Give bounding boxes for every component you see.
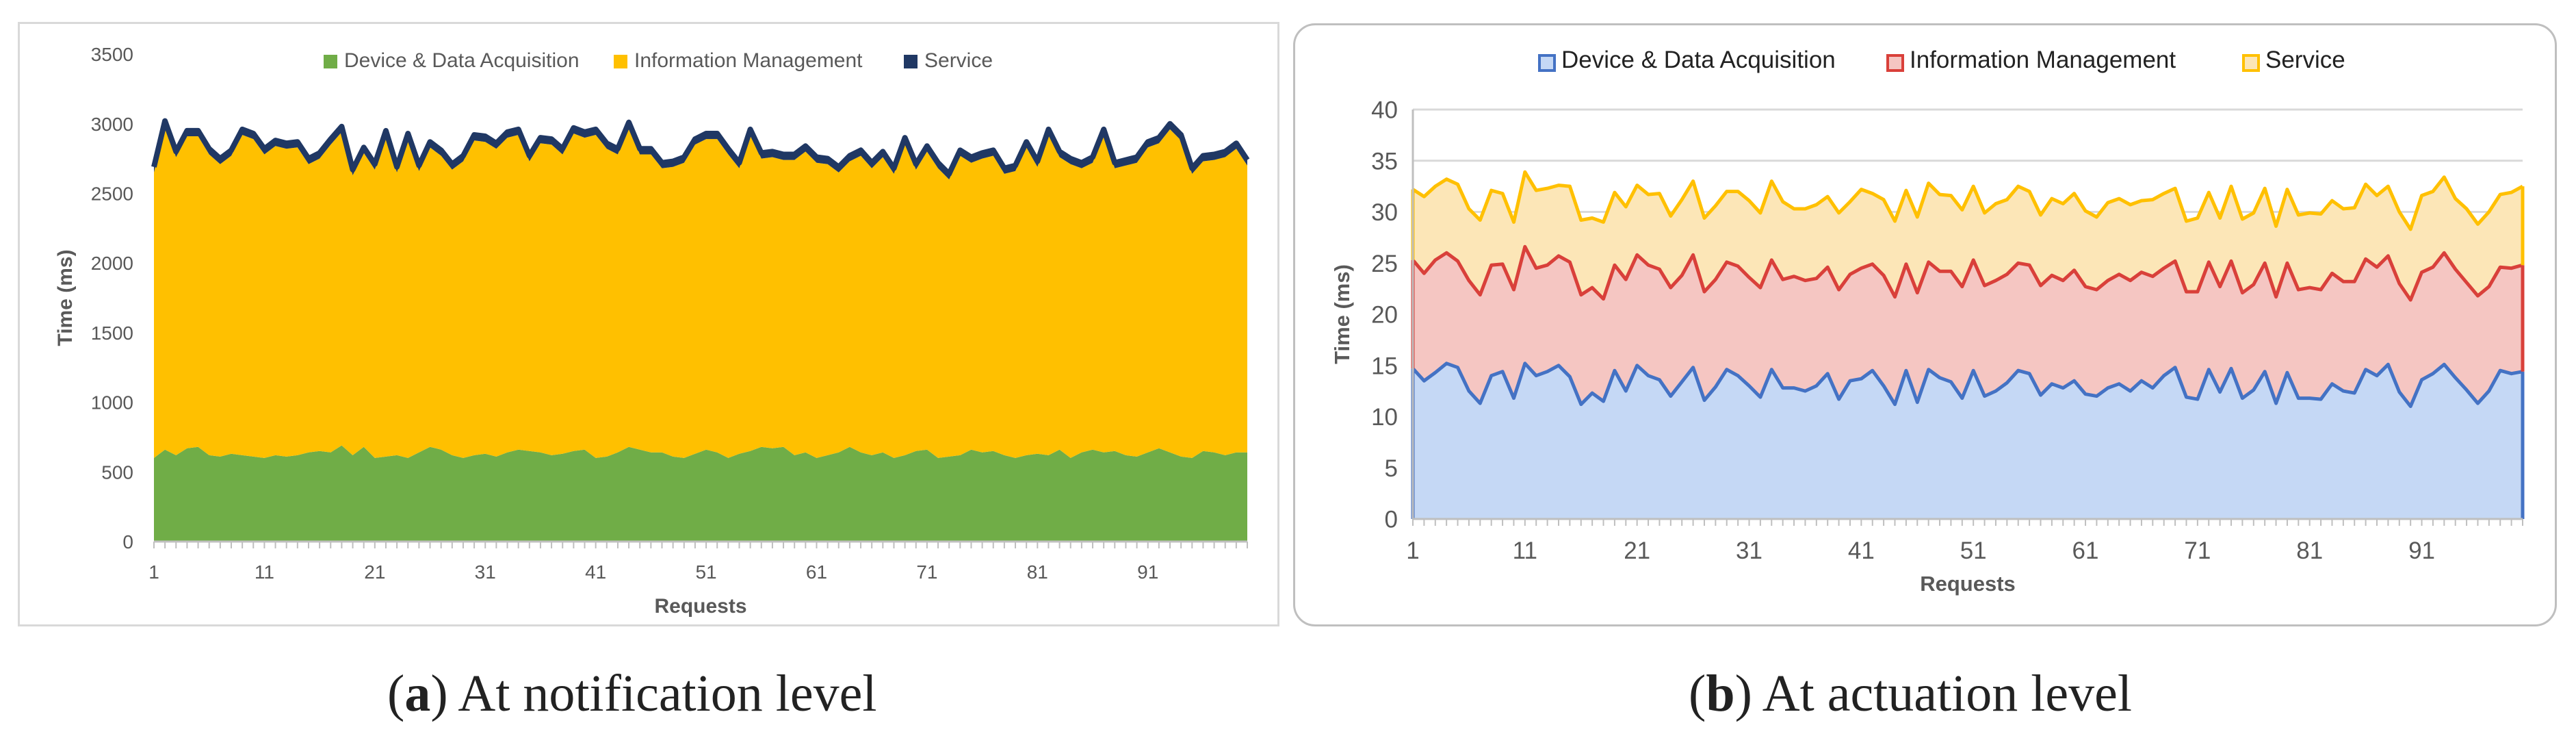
y-tick-label-6: 30 (1371, 199, 1398, 226)
y-tick-label-1: 500 (101, 461, 133, 483)
caption-a: (a) At notification level (387, 665, 877, 722)
legend-label-1: Information Management (1910, 47, 2176, 73)
caption-b-text: At actuation level (1752, 665, 2132, 722)
y-tick-label-0: 0 (1385, 507, 1398, 533)
legend-swatch-2 (904, 55, 918, 68)
series-line-2 (1411, 170, 2524, 231)
y-tick-label-3: 1500 (91, 322, 133, 344)
legend-swatch-1 (614, 55, 627, 68)
y-tick-label-6: 3000 (91, 114, 133, 135)
legend-swatch-1 (1886, 54, 1904, 72)
y-tick-label-7: 35 (1371, 148, 1398, 175)
legend-label-0: Device & Data Acquisition (1561, 47, 1836, 73)
area-0 (1413, 363, 2523, 519)
x-tick-label-7: 71 (916, 561, 937, 583)
y-tick-label-3: 15 (1371, 353, 1398, 379)
caption-a-text: At notification level (447, 665, 877, 722)
y-tick-label-4: 2000 (91, 253, 133, 274)
area-1 (1413, 246, 2523, 407)
chart-panel-a: 0 500 1000 1500 2000 2500 3000 3500 1 11 21 31 41 51 6… (18, 22, 1279, 626)
x-tick-label-0: 1 (148, 561, 159, 583)
x-tick-label-7: 71 (2184, 537, 2211, 564)
x-tick-label-6: 61 (2072, 537, 2099, 564)
x-tick-label-2: 21 (364, 561, 385, 583)
y-axis-title: Time (ms) (1330, 264, 1354, 364)
x-tick-label-5: 51 (1960, 537, 1987, 564)
x-tick-label-1: 11 (255, 561, 274, 583)
area-0 (154, 445, 1247, 542)
legend-swatch-0 (324, 55, 337, 68)
x-tick-label-4: 41 (1848, 537, 1875, 564)
x-tick-label-1: 11 (1513, 537, 1537, 564)
y-tick-label-8: 40 (1371, 97, 1398, 124)
caption-a-letter: a (404, 665, 431, 722)
legend-swatch-2 (2242, 54, 2260, 72)
x-tick-label-3: 31 (1736, 537, 1762, 564)
y-axis-title: Time (ms) (54, 249, 77, 346)
y-tick-label-5: 2500 (91, 183, 133, 205)
x-tick-label-4: 41 (585, 561, 606, 583)
x-tick-label-8: 81 (2296, 537, 2323, 564)
legend-label-2: Service (924, 49, 993, 72)
legend-swatch-0 (1538, 54, 1556, 72)
area-2 (1413, 172, 2523, 301)
x-tick-label-6: 61 (806, 561, 827, 583)
series-line-top (151, 118, 1250, 177)
x-tick-label-5: 51 (695, 561, 716, 583)
series-line-0 (1411, 361, 2523, 408)
y-tick-label-5: 25 (1371, 251, 1398, 277)
area-1 (154, 126, 1247, 458)
x-axis-title: Requests (654, 595, 746, 618)
y-tick-label-4: 20 (1371, 302, 1398, 329)
x-tick-label-0: 1 (1406, 537, 1419, 564)
x-tick-label-9: 91 (1137, 561, 1158, 583)
chart-panel-b: 0 5 10 15 20 25 30 35 40 1 11 21 31 41 51 61 71 81 91 Reque… (1293, 23, 2557, 626)
x-tick-label-2: 21 (1624, 537, 1650, 564)
y-tick-label-0: 0 (122, 531, 133, 553)
caption-b-letter: b (1706, 665, 1735, 722)
y-tick-label-7: 3500 (91, 44, 133, 65)
x-tick-label-9: 91 (2408, 537, 2435, 564)
x-tick-label-3: 31 (475, 561, 496, 583)
legend-label-2: Service (2265, 47, 2345, 73)
legend-label-1: Information Management (634, 49, 863, 72)
y-tick-label-2: 1000 (91, 392, 133, 414)
y-tick-label-1: 5 (1385, 455, 1398, 482)
x-axis-title: Requests (1920, 572, 2016, 596)
legend-label-0: Device & Data Acquisition (344, 49, 580, 72)
caption-b: (b) At actuation level (1689, 665, 2132, 722)
y-tick-label-2: 10 (1371, 404, 1398, 431)
x-tick-label-8: 81 (1027, 561, 1048, 583)
series-line-1 (1411, 244, 2523, 302)
